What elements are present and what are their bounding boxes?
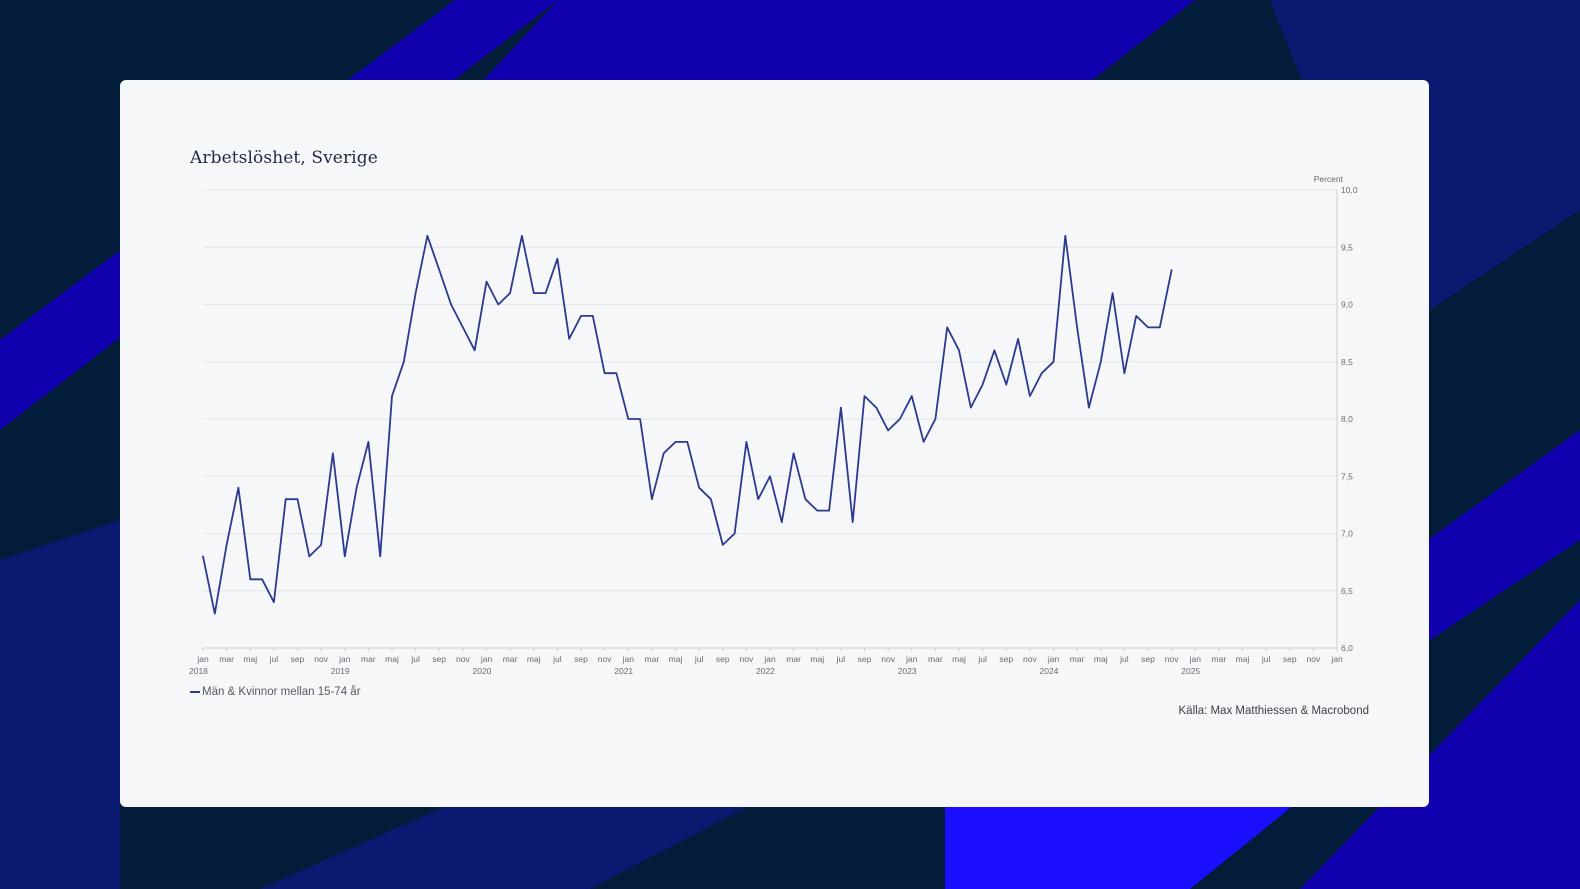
y-tick-label: 8,5 [1341, 357, 1353, 367]
x-tick-label: jan [338, 654, 351, 664]
x-tick-label: jul [269, 654, 279, 664]
x-tick-label: nov [1165, 654, 1179, 664]
x-year-label: 2021 [614, 666, 633, 676]
x-tick-label: mar [1212, 654, 1227, 664]
x-tick-label: jul [836, 654, 846, 664]
y-tick-label: 7,0 [1341, 529, 1353, 539]
x-tick-label: jul [410, 654, 420, 664]
x-tick-label: jan [480, 654, 493, 664]
x-tick-label: maj [385, 654, 399, 664]
x-tick-label: sep [291, 654, 305, 664]
y-tick-label: 9,5 [1341, 242, 1353, 252]
x-tick-label: sep [1283, 654, 1297, 664]
x-tick-label: sep [1141, 654, 1155, 664]
x-tick-label: mar [928, 654, 943, 664]
y-tick-label: 6,0 [1341, 643, 1353, 653]
x-tick-label: jan [1189, 654, 1202, 664]
x-tick-label: jan [622, 654, 635, 664]
legend-label: Män & Kvinnor mellan 15-74 år [202, 686, 361, 698]
x-tick-label: jan [196, 654, 209, 664]
x-tick-label: maj [810, 654, 824, 664]
stripe-right-mid [1400, 430, 1580, 660]
chart-title: Arbetslöshet, Sverige [190, 148, 378, 168]
x-tick-label: mar [786, 654, 801, 664]
x-tick-label: sep [716, 654, 730, 664]
legend: Män & Kvinnor mellan 15-74 år [190, 686, 361, 698]
x-year-label: 2019 [331, 666, 350, 676]
x-tick-label: jan [1330, 654, 1343, 664]
series-line [202, 234, 1173, 615]
x-tick-label: jul [552, 654, 562, 664]
x-tick-label: mar [503, 654, 518, 664]
x-year-label: 2022 [756, 666, 775, 676]
y-tick-label: 7,5 [1341, 471, 1353, 481]
x-tick-label: maj [1236, 654, 1250, 664]
x-tick-label: nov [314, 654, 328, 664]
x-tick-label: jul [694, 654, 704, 664]
source-note: Källa: Max Matthiessen & Macrobond [1178, 705, 1369, 717]
chart-card: Arbetslöshet, Sverige 10,0 9,5 9,0 8,5 8,0 7,… [120, 80, 1429, 807]
x-tick-label: maj [1094, 654, 1108, 664]
y-tick-label: 8,0 [1341, 414, 1353, 424]
x-year-label: 2024 [1040, 666, 1059, 676]
x-year-label: 2023 [898, 666, 917, 676]
x-tick-label: nov [881, 654, 895, 664]
x-tick-label: jan [1047, 654, 1060, 664]
x-tick-label: sep [858, 654, 872, 664]
y-tick-label: 9,0 [1341, 300, 1353, 310]
x-tick-label: sep [999, 654, 1013, 664]
x-tick-label: nov [456, 654, 470, 664]
x-tick-label: maj [243, 654, 257, 664]
x-tick-label: mar [361, 654, 376, 664]
x-tick-label: mar [645, 654, 660, 664]
stripe-right-low [1300, 600, 1580, 889]
x-year-label: 2025 [1181, 666, 1200, 676]
stripe-bottom-left [0, 520, 120, 889]
y-tick-label: 10,0 [1341, 185, 1358, 195]
y-unit-label: Percent [1314, 174, 1344, 184]
x-tick-label: maj [952, 654, 966, 664]
x-tick-label: jan [905, 654, 918, 664]
x-tick-label: mar [219, 654, 234, 664]
x-tick-label: jan [763, 654, 776, 664]
x-tick-label: maj [527, 654, 541, 664]
legend-swatch [190, 691, 200, 693]
x-year-label: 2020 [473, 666, 492, 676]
x-tick-label: jul [977, 654, 987, 664]
x-tick-label: jul [1119, 654, 1129, 664]
x-tick-label: sep [432, 654, 446, 664]
stripe-bottom-bright [945, 800, 1300, 889]
x-tick-label: nov [598, 654, 612, 664]
x-tick-label: nov [1023, 654, 1037, 664]
y-tick-label: 6,5 [1341, 586, 1353, 596]
x-tick-label: mar [1070, 654, 1085, 664]
x-tick-label: nov [740, 654, 754, 664]
stripe-bottom-mid [260, 800, 760, 889]
x-tick-label: maj [669, 654, 683, 664]
x-tick-label: jul [1261, 654, 1271, 664]
x-year-label: 2018 [189, 666, 208, 676]
x-tick-label: nov [1307, 654, 1321, 664]
x-tick-label: sep [574, 654, 588, 664]
